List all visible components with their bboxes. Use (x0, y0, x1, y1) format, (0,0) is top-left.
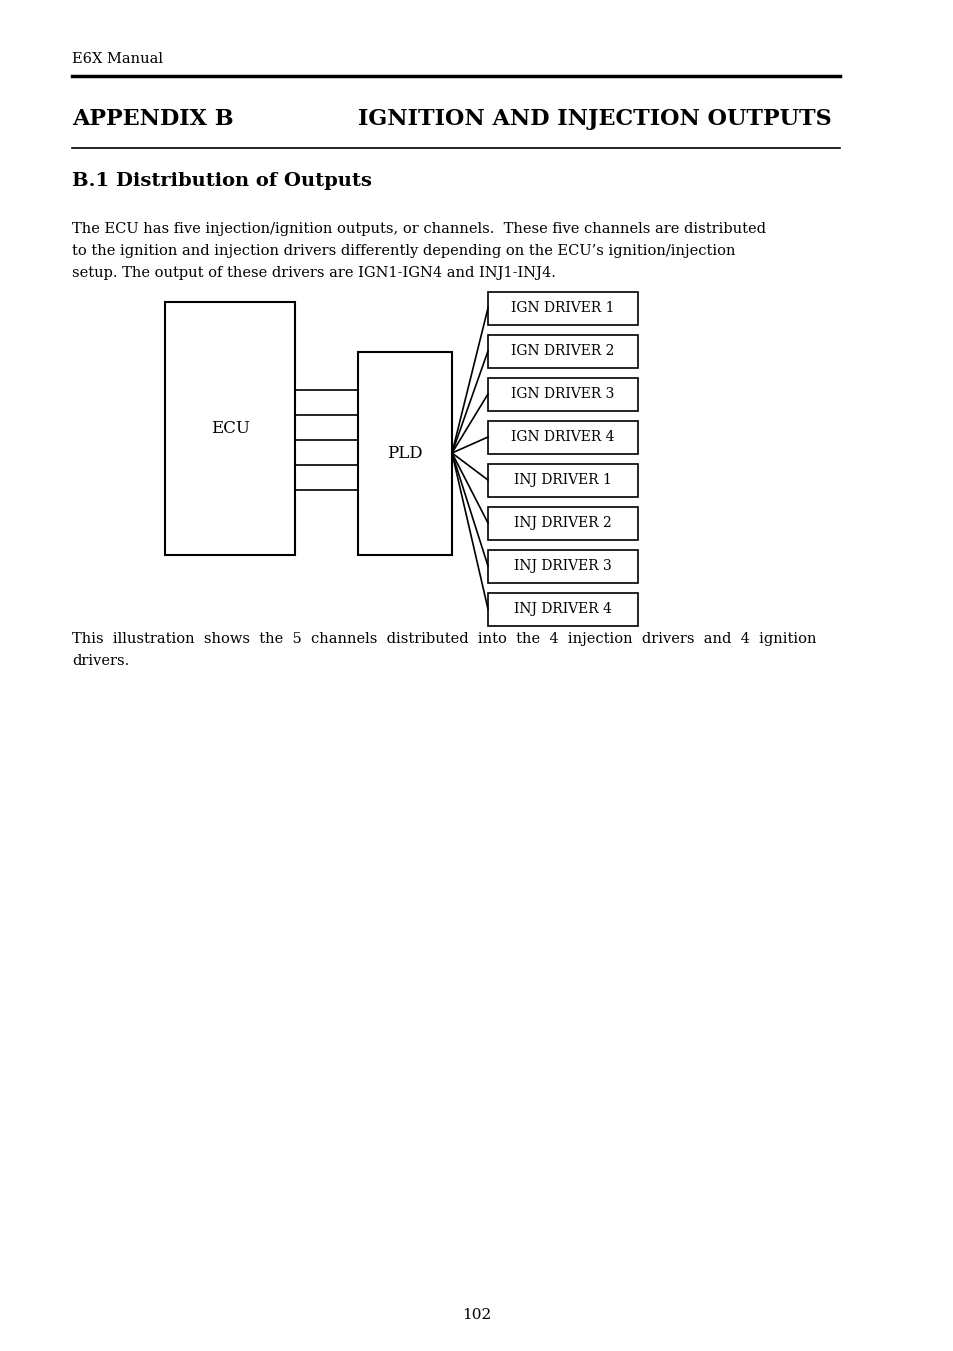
Bar (488, 377, 638, 411)
Bar (488, 593, 638, 626)
Text: INJ DRIVER 1: INJ DRIVER 1 (514, 473, 611, 486)
Text: INJ DRIVER 2: INJ DRIVER 2 (514, 516, 611, 530)
Bar (165, 303, 294, 555)
Text: setup. The output of these drivers are IGN1-IGN4 and INJ1-INJ4.: setup. The output of these drivers are I… (71, 266, 556, 280)
Text: 102: 102 (462, 1308, 491, 1323)
Bar (488, 292, 638, 324)
Bar (488, 463, 638, 497)
Text: ECU: ECU (211, 420, 249, 436)
Text: IGN DRIVER 3: IGN DRIVER 3 (511, 386, 614, 401)
Text: IGNITION AND INJECTION OUTPUTS: IGNITION AND INJECTION OUTPUTS (357, 108, 831, 130)
Text: B.1 Distribution of Outputs: B.1 Distribution of Outputs (71, 172, 372, 190)
Text: IGN DRIVER 2: IGN DRIVER 2 (511, 345, 614, 358)
Text: drivers.: drivers. (71, 654, 129, 667)
Text: E6X Manual: E6X Manual (71, 51, 163, 66)
Text: INJ DRIVER 3: INJ DRIVER 3 (514, 559, 611, 573)
Text: APPENDIX B: APPENDIX B (71, 108, 233, 130)
Bar (488, 507, 638, 539)
Text: to the ignition and injection drivers differently depending on the ECU’s ignitio: to the ignition and injection drivers di… (71, 245, 735, 258)
Bar (488, 420, 638, 454)
Text: PLD: PLD (387, 444, 422, 462)
Text: This  illustration  shows  the  5  channels  distributed  into  the  4  injectio: This illustration shows the 5 channels d… (71, 632, 816, 646)
Text: INJ DRIVER 4: INJ DRIVER 4 (514, 603, 611, 616)
Text: IGN DRIVER 1: IGN DRIVER 1 (511, 301, 614, 315)
Text: IGN DRIVER 4: IGN DRIVER 4 (511, 430, 614, 444)
Bar (357, 353, 452, 555)
Text: The ECU has five injection/ignition outputs, or channels.  These five channels a: The ECU has five injection/ignition outp… (71, 222, 765, 236)
Bar (488, 550, 638, 582)
Bar (488, 335, 638, 367)
